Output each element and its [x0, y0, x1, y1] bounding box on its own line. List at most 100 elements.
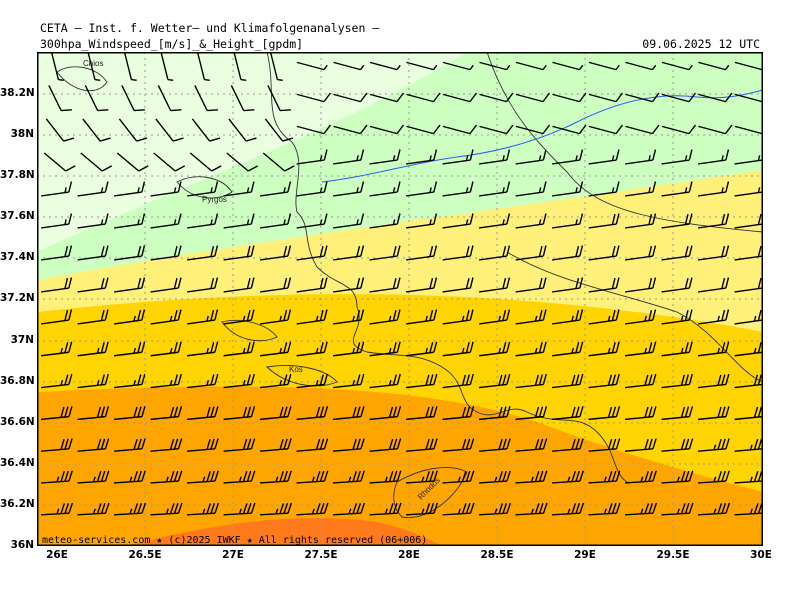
- barb-flag: [141, 406, 146, 417]
- barb-flag: [688, 502, 694, 514]
- barb-flag: [246, 309, 251, 321]
- wind-barb: [515, 309, 547, 325]
- barb-shaft: [41, 319, 69, 325]
- barb-half-flag: [757, 187, 761, 193]
- barb-half-flag: [129, 508, 133, 515]
- wind-barb: [77, 373, 109, 389]
- barb-half-flag: [210, 187, 213, 193]
- barb-shaft: [150, 351, 179, 357]
- barb-flag: [652, 149, 657, 161]
- wind-barb: [43, 152, 76, 172]
- latitude-tick-label: 37.6N: [0, 210, 35, 222]
- wind-barb: [698, 149, 730, 165]
- barb-flag: [688, 124, 697, 135]
- barb-flag: [688, 470, 694, 482]
- wind-barb: [369, 309, 401, 325]
- wind-barb: [260, 373, 292, 389]
- wind-barb: [515, 124, 551, 135]
- barb-flag: [315, 438, 321, 450]
- barb-flag: [141, 213, 146, 225]
- wind-barb: [114, 181, 146, 197]
- wind-barb: [588, 341, 620, 357]
- wind-barb: [187, 309, 219, 325]
- barb-shaft: [479, 351, 507, 357]
- barb-shaft: [515, 480, 544, 484]
- barb-shaft: [296, 125, 325, 135]
- barb-shaft: [478, 480, 508, 484]
- barb-shaft: [479, 287, 507, 293]
- wind-barb: [228, 118, 257, 142]
- barb-shaft: [406, 351, 434, 357]
- barb-flag: [141, 309, 146, 321]
- wind-barb: [332, 470, 365, 484]
- barb-shaft: [698, 223, 726, 229]
- barb-flag: [352, 503, 358, 514]
- barb-flag: [757, 309, 762, 321]
- barb-half-flag: [283, 187, 286, 193]
- barb-flag: [579, 245, 584, 257]
- wind-barb: [588, 406, 621, 421]
- barb-shaft: [515, 383, 544, 389]
- barb-flag: [652, 406, 657, 417]
- barb-flag: [64, 406, 69, 418]
- barb-flag: [506, 502, 512, 514]
- barb-shaft: [515, 448, 544, 452]
- barb-shaft: [442, 125, 471, 135]
- barb-shaft: [551, 448, 581, 452]
- barb-flag: [246, 374, 251, 386]
- barb-shaft: [296, 159, 325, 165]
- barb-flag: [64, 438, 69, 450]
- barb-flag: [721, 245, 726, 257]
- barb-flag: [680, 374, 685, 386]
- barb-flag: [287, 373, 292, 385]
- wind-barb: [123, 52, 137, 82]
- barb-shaft: [734, 319, 763, 325]
- barb-shaft: [734, 125, 763, 135]
- barb-flag: [433, 406, 438, 417]
- barb-half-flag: [279, 379, 283, 386]
- barb-flag: [323, 181, 328, 193]
- barb-flag: [169, 406, 175, 418]
- barb-shaft: [296, 319, 325, 325]
- wind-barb: [442, 124, 478, 135]
- barb-flag: [502, 277, 507, 289]
- barb-flag: [725, 181, 730, 193]
- barb-flag: [651, 124, 660, 135]
- barb-half-flag: [603, 508, 607, 515]
- wind-barb: [625, 92, 660, 103]
- barb-shaft: [515, 191, 544, 197]
- barb-half-flag: [469, 64, 474, 71]
- wind-barb: [369, 124, 405, 135]
- barb-flag: [104, 470, 110, 482]
- wind-barb: [551, 406, 584, 421]
- barb-shaft: [296, 512, 325, 516]
- barb-flag: [615, 124, 624, 135]
- barb-flag: [721, 309, 726, 321]
- wind-barb: [187, 213, 219, 229]
- barb-shaft: [478, 415, 508, 421]
- barb-shaft: [369, 191, 398, 197]
- wind-barb: [118, 118, 148, 142]
- barb-shaft: [43, 152, 67, 172]
- barb-shaft: [734, 255, 763, 261]
- wind-barb: [332, 502, 366, 516]
- barb-flag: [177, 470, 183, 482]
- barb-shaft: [116, 152, 140, 172]
- barb-flag: [433, 373, 438, 385]
- wind-barb: [369, 406, 402, 421]
- latitude-tick-label: 37.8N: [0, 169, 35, 181]
- wind-barb: [442, 277, 474, 293]
- wind-barb: [588, 124, 624, 135]
- barb-flag: [502, 406, 507, 418]
- barb-half-flag: [100, 187, 104, 193]
- barb-shaft: [264, 118, 284, 142]
- barb-half-flag: [133, 315, 136, 322]
- barb-shaft: [479, 255, 507, 261]
- wind-barb: [259, 502, 293, 516]
- barb-half-flag: [713, 444, 717, 451]
- wind-barb: [478, 470, 511, 484]
- barb-flag: [64, 503, 70, 514]
- wind-barb: [588, 149, 620, 165]
- barb-flag: [721, 438, 726, 450]
- barb-flag: [506, 149, 511, 161]
